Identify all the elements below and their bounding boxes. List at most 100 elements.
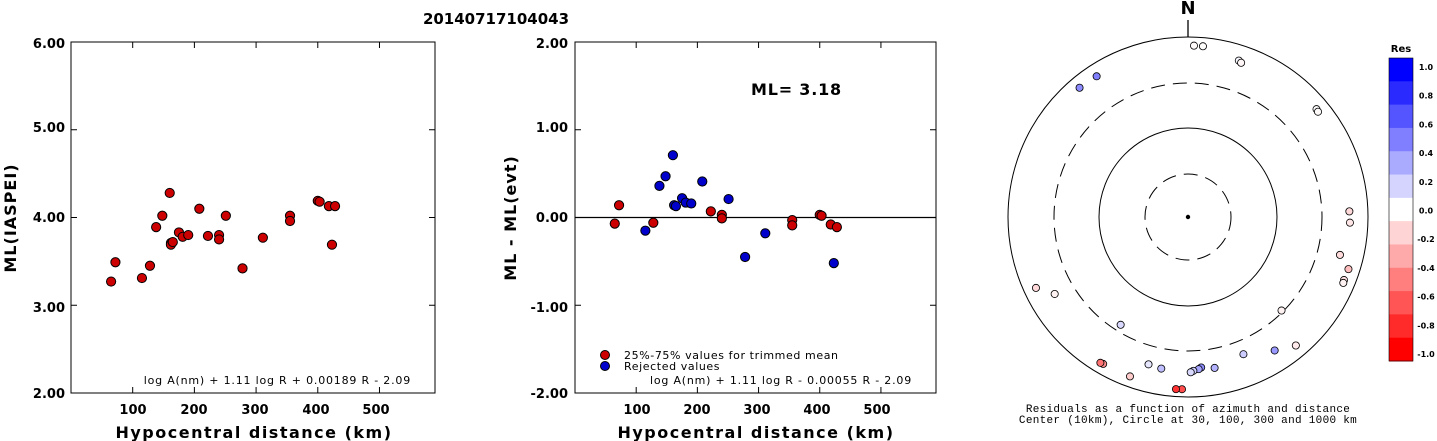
colorbar-cell	[1389, 314, 1413, 339]
panel1-xlabel: Hypocentral distance (km)	[115, 423, 392, 441]
panel1-data-point	[202, 230, 214, 242]
panel2-xtick: 300	[743, 403, 770, 418]
panel2-xtick: 400	[803, 403, 830, 418]
colorbar-tick-label: -0.8	[1417, 321, 1435, 330]
panel1-y-axis: 6.00 5.00 4.00 3.00 2.00	[33, 37, 65, 402]
colorbar-cell	[1389, 337, 1413, 362]
panel2-ylabel: ML - ML(evt)	[501, 155, 520, 281]
colorbar-tick-label: -0.2	[1417, 235, 1435, 244]
polar-point	[1144, 360, 1153, 369]
panel2-data-point	[660, 171, 671, 182]
panel1-data-point	[194, 203, 205, 214]
panel2-legend: 25%-75% values for trimmed mean Rejected…	[600, 349, 838, 373]
panel1-data-point	[326, 239, 338, 250]
colorbar-cell	[1389, 244, 1413, 269]
polar-point	[1313, 107, 1322, 116]
polar-point	[1096, 358, 1105, 367]
panel1-xtick: 400	[302, 403, 329, 418]
north-label: N	[1180, 0, 1195, 19]
panel1-tick-marks	[71, 41, 435, 394]
panel1-data-point	[167, 236, 178, 248]
polar-point	[1335, 250, 1344, 259]
panel2-data-point	[697, 176, 708, 187]
panel2-data-point	[705, 206, 716, 217]
panel1-data-point	[237, 263, 248, 274]
panel2-x-axis: 100 200 300 400 500	[623, 403, 890, 418]
panel2-data-point	[828, 258, 839, 269]
colorbar-tick-label: 0.6	[1419, 120, 1434, 129]
colorbar-cell	[1389, 267, 1413, 292]
panel1-xtick: 100	[119, 403, 146, 418]
colorbar-cell	[1389, 197, 1413, 222]
polar-point	[1237, 58, 1246, 67]
colorbar-frame	[1388, 57, 1414, 362]
panel2-data-point	[640, 225, 651, 236]
panel1-data-point	[284, 215, 296, 227]
panel2-data-point	[609, 218, 620, 229]
panel1-ytick: 2.00	[33, 387, 65, 402]
panel1-ytick: 5.00	[33, 121, 65, 136]
polar-caption-line1: Residuals as a function of azimuth and d…	[1026, 404, 1350, 416]
panel2-data-point	[716, 213, 727, 224]
panel1-data-point	[110, 257, 121, 268]
panel1-points	[106, 187, 341, 287]
colorbar-labels: 1.0 0.8 0.6 0.4 0.2 0.0 -0.2 -0.4 -0.6 -0.8 -1.0	[1417, 63, 1435, 359]
panel1-ytick: 3.00	[33, 301, 65, 316]
polar-point	[1345, 218, 1354, 227]
panel2-data-point	[787, 220, 798, 231]
polar-point	[1050, 289, 1059, 298]
panel2-data-point	[654, 180, 665, 192]
colorbar-tick-label: 0.8	[1419, 92, 1434, 101]
colorbar-tick-label: -0.4	[1417, 264, 1435, 273]
colorbar-tick-label: 0.4	[1419, 149, 1434, 158]
panel2-ytick: -1.00	[531, 301, 568, 316]
colorbar-cell	[1389, 104, 1413, 129]
panel1-data-point	[157, 210, 168, 221]
panel2-data-point	[760, 228, 771, 239]
legend-marker-trimmed	[600, 350, 610, 360]
panel1-data-point	[151, 222, 162, 233]
polar-point	[1031, 283, 1040, 292]
polar-point	[1239, 350, 1248, 359]
panel1-xtick: 500	[362, 403, 389, 418]
polar-point	[1189, 41, 1198, 50]
polar-point	[1344, 265, 1353, 274]
panel1-ylabel: ML(IASPEI)	[1, 163, 20, 272]
residual-colorbar: Res 1.0 0.8 0.6 0.4 0.2 0.0 -0.2 -0.4 -0.6 -0.8 -1…	[1388, 44, 1435, 362]
colorbar-cell	[1389, 174, 1413, 199]
panel1-data-point	[220, 210, 231, 221]
colorbar-cells	[1389, 58, 1413, 362]
panel1-ytick: 4.00	[33, 211, 65, 226]
circle-100km	[1098, 127, 1278, 307]
colorbar-tick-label: 0.0	[1419, 207, 1434, 216]
panel2-xtick: 100	[623, 403, 650, 418]
circle-1000km	[1007, 36, 1369, 398]
panel1-x-axis: 100 200 300 400 500	[119, 403, 389, 418]
panel2-ml-annotation: ML= 3.18	[751, 80, 842, 99]
figure-title: 20140717104043	[423, 10, 569, 28]
panel-residuals-distance: 2.00 1.00 0.00 -1.00 -2.00 100 200 300 4…	[501, 37, 937, 441]
panel2-data-point	[816, 210, 827, 221]
panel1-frame	[70, 41, 436, 394]
panel2-data-point	[831, 222, 842, 233]
panel2-ytick: 1.00	[536, 121, 568, 136]
circle-30km	[1144, 173, 1232, 261]
colorbar-cell	[1389, 81, 1413, 106]
polar-point	[1157, 364, 1166, 373]
polar-point	[1277, 306, 1286, 315]
panel1-ytick: 6.00	[33, 37, 65, 52]
polar-point	[1125, 372, 1134, 381]
colorbar-cell	[1389, 221, 1413, 245]
polar-point	[1210, 363, 1219, 372]
panel1-data-point	[257, 232, 268, 243]
panel2-data-point	[667, 150, 678, 161]
panel2-xtick: 200	[683, 403, 710, 418]
panel1-data-point	[183, 229, 194, 241]
panel1-data-point	[106, 276, 117, 287]
polar-point	[1116, 320, 1125, 329]
panel-azimuth-residuals: N Residuals as a function of azimuth and…	[1007, 0, 1369, 427]
panel1-data-point	[136, 272, 148, 284]
polar-point	[1339, 278, 1348, 287]
polar-point	[1186, 368, 1195, 377]
panel2-ytick: 0.00	[536, 211, 568, 226]
